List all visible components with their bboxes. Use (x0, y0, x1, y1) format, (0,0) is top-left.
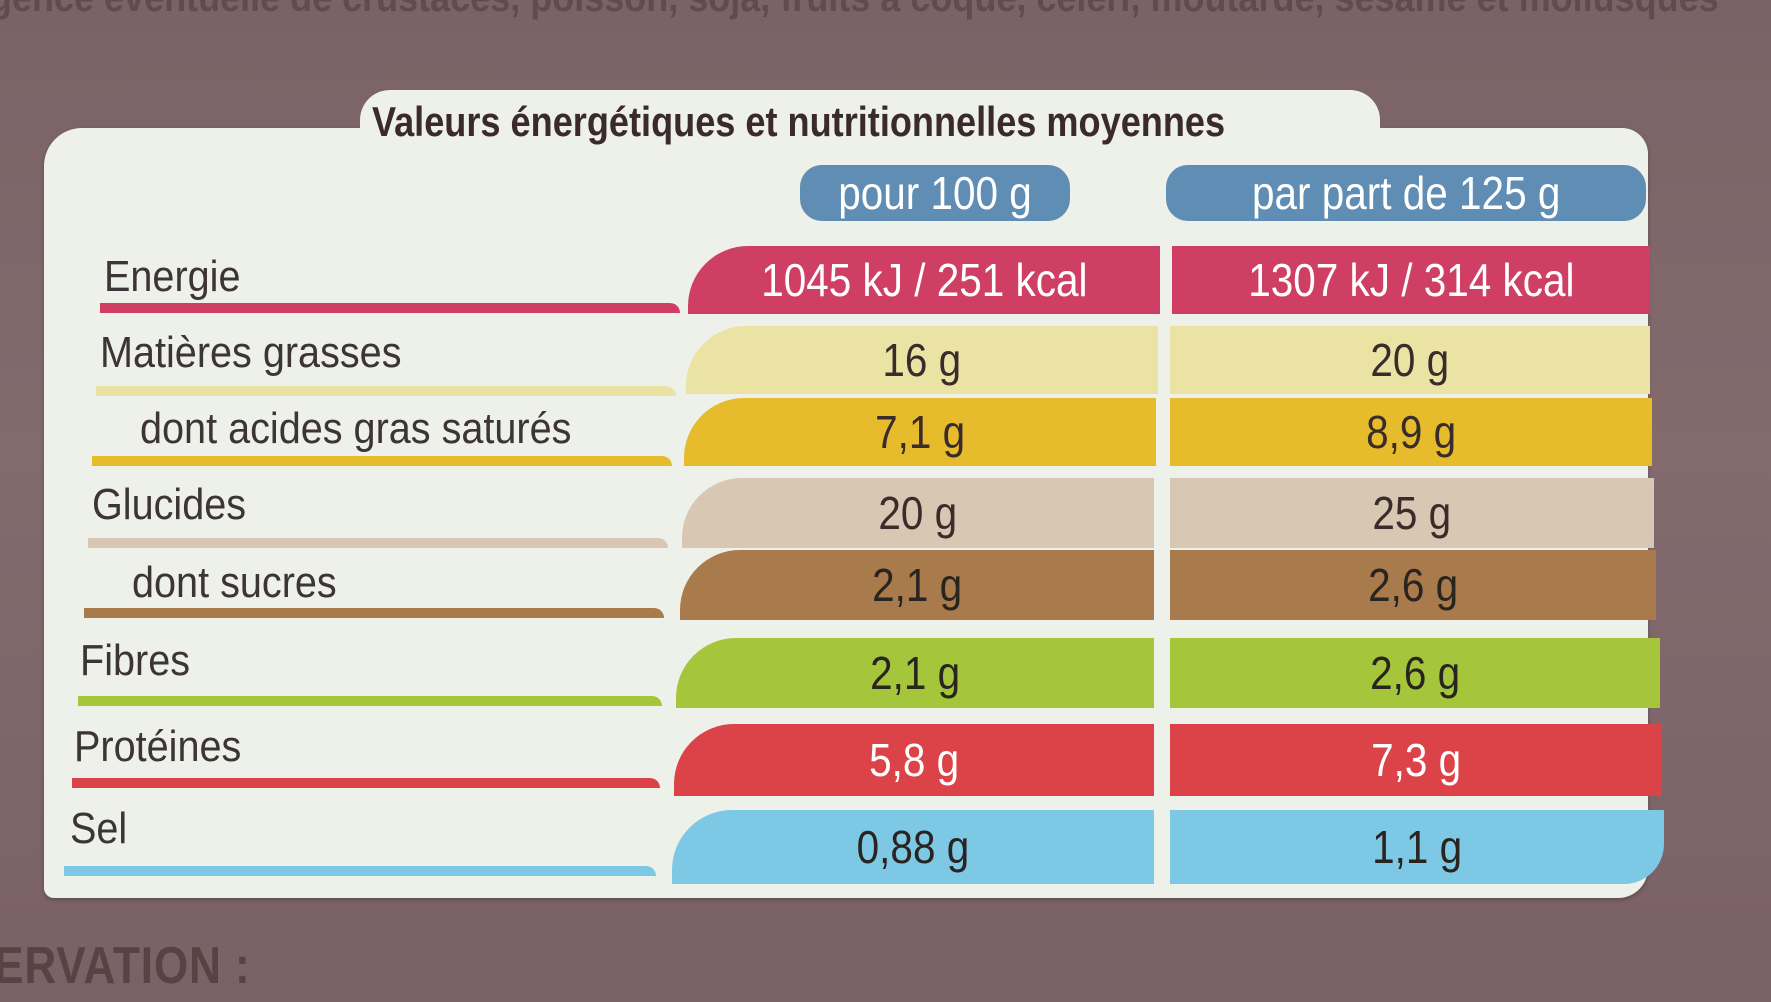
row-label-fibres: Fibres (80, 636, 191, 685)
allergen-text: gence éventuelle de crustacés, poisson, … (0, 0, 1719, 21)
table-title: Valeurs énergétiques et nutritionnelles … (372, 98, 1226, 145)
underline-matieres-grasses (96, 386, 676, 396)
conservation-heading: ERVATION : (0, 937, 251, 995)
underline-fibres (78, 696, 662, 706)
column-header-per-portion: par part de 125 g (1166, 165, 1646, 221)
cell-sel-perportion: 1,1 g (1170, 810, 1664, 884)
underline-energie (100, 303, 680, 313)
cell-fibres-perportion: 2,6 g (1170, 638, 1660, 708)
row-label-energie: Energie (104, 252, 241, 301)
cell-proteines-perportion: 7,3 g (1170, 724, 1662, 796)
cell-proteines-per100: 5,8 g (674, 724, 1154, 796)
cell-dont-sucres-perportion: 2,6 g (1170, 550, 1656, 620)
cell-glucides-per100: 20 g (682, 478, 1154, 548)
title-tab (360, 90, 1380, 162)
cell-matieres-grasses-perportion: 20 g (1170, 326, 1650, 394)
cell-acides-gras-satures-per100: 7,1 g (684, 398, 1156, 466)
column-header-per-100g: pour 100 g (800, 165, 1070, 221)
cell-fibres-per100: 2,1 g (676, 638, 1154, 708)
cell-energie-per100: 1045 kJ / 251 kcal (688, 246, 1160, 314)
row-label-dont-sucres: dont sucres (132, 558, 337, 607)
underline-dont-sucres (84, 608, 664, 618)
cell-matieres-grasses-per100: 16 g (686, 326, 1158, 394)
underline-sel (64, 866, 656, 876)
underline-acides-gras-satures (92, 456, 672, 466)
cell-energie-perportion: 1307 kJ / 314 kcal (1172, 246, 1650, 314)
cell-dont-sucres-per100: 2,1 g (680, 550, 1154, 620)
row-label-sel: Sel (70, 804, 128, 853)
underline-proteines (72, 778, 660, 788)
cell-sel-per100: 0,88 g (672, 810, 1154, 884)
row-label-proteines: Protéines (74, 722, 242, 771)
row-label-glucides: Glucides (92, 480, 247, 529)
row-label-matieres-grasses: Matières grasses (100, 328, 402, 377)
underline-glucides (88, 538, 668, 548)
cell-glucides-perportion: 25 g (1170, 478, 1654, 548)
row-label-acides-gras-satures: dont acides gras saturés (140, 404, 572, 453)
cell-acides-gras-satures-perportion: 8,9 g (1170, 398, 1652, 466)
